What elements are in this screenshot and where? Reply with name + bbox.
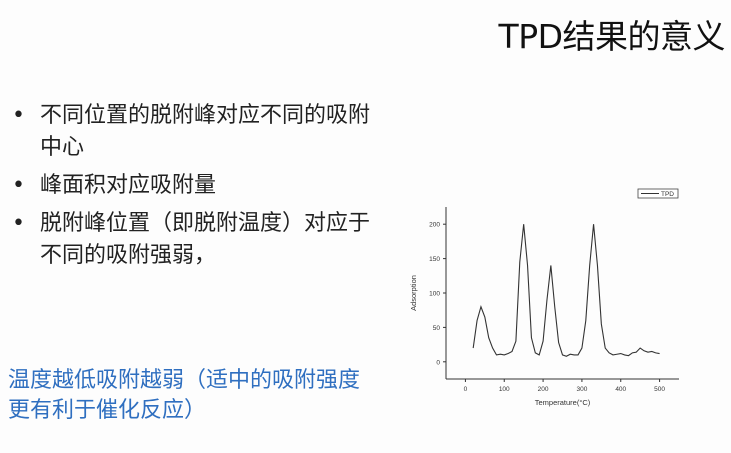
x-tick-label: 500	[654, 386, 665, 393]
series-line-tpd	[472, 224, 660, 357]
y-tick-label: 50	[433, 325, 441, 332]
bullet-icon: •	[12, 211, 25, 236]
x-axis-label: Temperature(°C)	[535, 398, 591, 407]
x-tick-label: 400	[615, 386, 626, 393]
x-tick-label: 300	[576, 386, 587, 393]
bullet-list: • 不同位置的脱附峰对应不同的吸附中心 • 峰面积对应吸附量 • 脱附峰位置（即脱附温…	[8, 100, 378, 278]
x-tick-label: 200	[538, 386, 549, 393]
x-tick-label: 0	[464, 386, 468, 393]
y-axis-label: Adsorption	[409, 275, 418, 311]
bullet-text: 不同位置的脱附峰对应不同的吸附中心	[40, 103, 371, 160]
y-tick-label: 100	[429, 291, 440, 298]
slide-title: TPD结果的意义	[498, 17, 726, 56]
bullet-item: • 峰面积对应吸附量	[8, 170, 378, 202]
bullet-text: 脱附峰位置（即脱附温度）对应于不同的吸附强弱，	[40, 211, 371, 268]
highlight-note: 温度越低吸附越弱（适中的吸附强度更有利于催化反应）	[8, 368, 361, 423]
bullet-text: 峰面积对应吸附量	[40, 173, 217, 198]
legend-label: TPD	[661, 191, 674, 198]
bullet-item: • 不同位置的脱附峰对应不同的吸附中心	[8, 100, 378, 164]
y-tick-label: 150	[429, 256, 440, 263]
y-tick-label: 0	[436, 359, 440, 366]
bullet-icon: •	[12, 103, 25, 128]
y-tick-label: 200	[429, 222, 440, 229]
x-tick-label: 100	[499, 386, 510, 393]
bullet-item: • 脱附峰位置（即脱附温度）对应于不同的吸附强弱，	[8, 208, 378, 272]
bullet-icon: •	[12, 173, 25, 198]
